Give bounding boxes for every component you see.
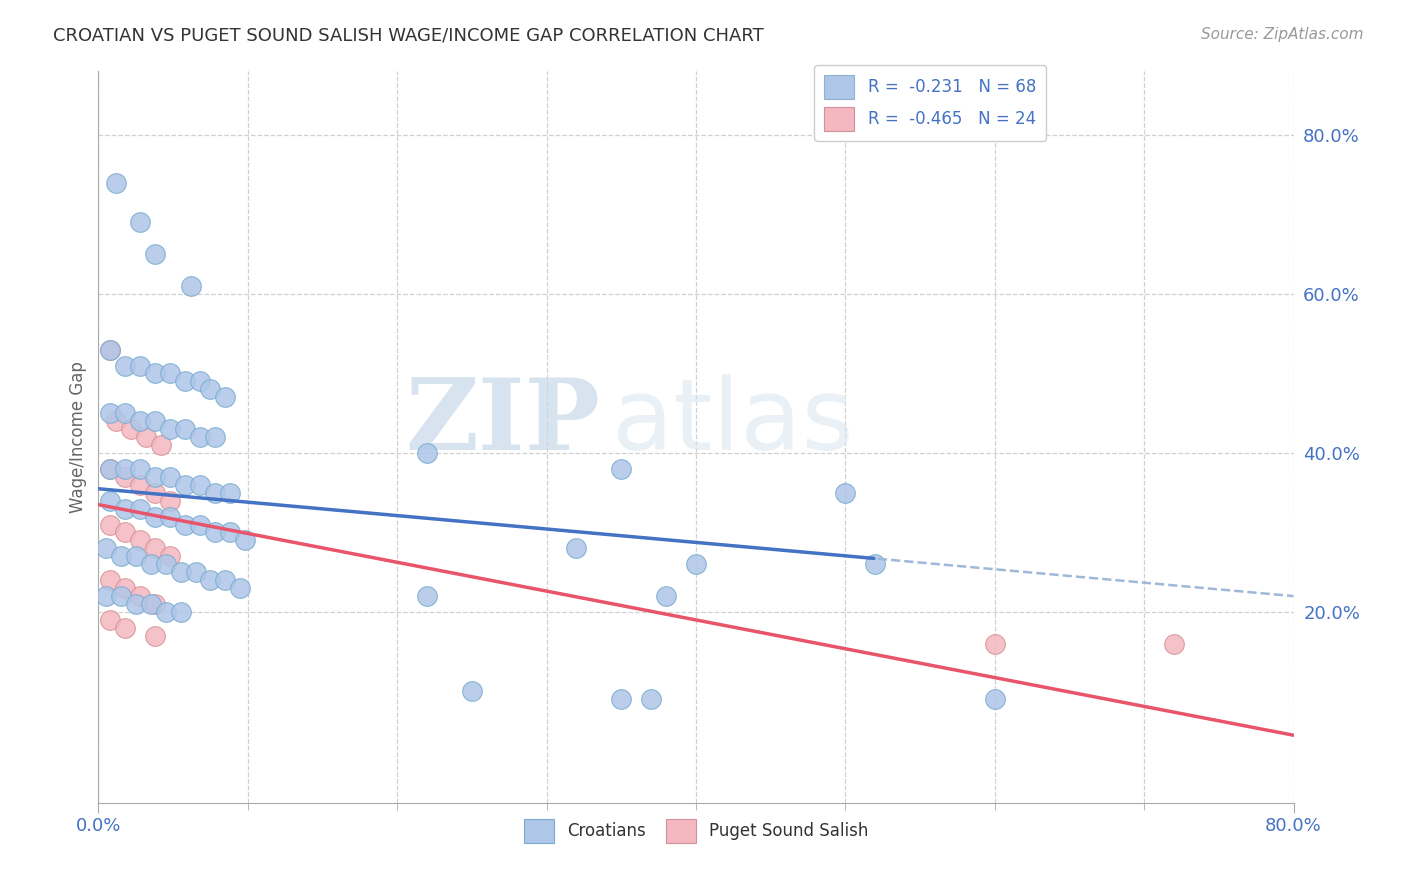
Point	[120, 422, 142, 436]
Point	[114, 406, 136, 420]
Point	[233, 533, 256, 548]
Point	[169, 566, 191, 580]
Y-axis label: Wage/Income Gap: Wage/Income Gap	[69, 361, 87, 513]
Point	[865, 558, 887, 572]
Point	[174, 477, 197, 491]
Point	[159, 367, 181, 381]
Point	[129, 589, 152, 603]
Point	[834, 485, 856, 500]
Point	[98, 462, 122, 476]
Point	[129, 215, 152, 229]
Point	[169, 605, 191, 619]
Point	[565, 541, 588, 556]
Point	[143, 414, 166, 428]
Point	[204, 430, 226, 444]
Point	[143, 247, 166, 261]
Point	[610, 692, 633, 706]
Point	[200, 383, 222, 397]
Point	[219, 525, 242, 540]
Point	[174, 422, 197, 436]
Point	[610, 462, 633, 476]
Point	[98, 493, 122, 508]
Point	[416, 589, 439, 603]
Point	[110, 589, 132, 603]
Point	[98, 343, 122, 357]
Point	[1163, 637, 1185, 651]
Point	[204, 485, 226, 500]
Point	[105, 176, 128, 190]
Point	[114, 470, 136, 484]
Point	[129, 477, 152, 491]
Point	[155, 605, 177, 619]
Point	[129, 359, 152, 373]
Point	[159, 509, 181, 524]
Point	[200, 573, 222, 587]
Point	[219, 485, 242, 500]
Point	[188, 477, 211, 491]
Point	[984, 692, 1007, 706]
Text: CROATIAN VS PUGET SOUND SALISH WAGE/INCOME GAP CORRELATION CHART: CROATIAN VS PUGET SOUND SALISH WAGE/INCO…	[53, 27, 765, 45]
Point	[98, 406, 122, 420]
Point	[159, 422, 181, 436]
Point	[143, 629, 166, 643]
Point	[98, 517, 122, 532]
Point	[114, 581, 136, 595]
Point	[159, 549, 181, 564]
Text: Source: ZipAtlas.com: Source: ZipAtlas.com	[1201, 27, 1364, 42]
Point	[114, 621, 136, 635]
Point	[155, 558, 177, 572]
Point	[125, 549, 148, 564]
Point	[204, 525, 226, 540]
Point	[98, 573, 122, 587]
Point	[129, 501, 152, 516]
Point	[94, 541, 117, 556]
Point	[114, 525, 136, 540]
Point	[143, 597, 166, 611]
Point	[640, 692, 662, 706]
Point	[143, 470, 166, 484]
Point	[139, 558, 162, 572]
Point	[143, 367, 166, 381]
Point	[143, 509, 166, 524]
Point	[110, 549, 132, 564]
Point	[184, 566, 207, 580]
Point	[129, 462, 152, 476]
Point	[188, 430, 211, 444]
Point	[143, 485, 166, 500]
Point	[174, 517, 197, 532]
Point	[114, 359, 136, 373]
Point	[135, 430, 157, 444]
Point	[159, 493, 181, 508]
Point	[98, 613, 122, 627]
Point	[139, 597, 162, 611]
Point	[685, 558, 707, 572]
Point	[105, 414, 128, 428]
Point	[655, 589, 678, 603]
Point	[98, 462, 122, 476]
Point	[984, 637, 1007, 651]
Point	[129, 533, 152, 548]
Point	[114, 501, 136, 516]
Legend: Croatians, Puget Sound Salish: Croatians, Puget Sound Salish	[517, 813, 875, 849]
Point	[114, 462, 136, 476]
Point	[461, 684, 484, 698]
Point	[214, 573, 236, 587]
Text: atlas: atlas	[613, 374, 853, 471]
Point	[159, 470, 181, 484]
Point	[143, 541, 166, 556]
Point	[125, 597, 148, 611]
Point	[188, 517, 211, 532]
Point	[188, 375, 211, 389]
Point	[214, 390, 236, 404]
Point	[150, 438, 173, 452]
Text: ZIP: ZIP	[405, 374, 600, 471]
Point	[129, 414, 152, 428]
Point	[174, 375, 197, 389]
Point	[180, 279, 202, 293]
Point	[416, 446, 439, 460]
Point	[98, 343, 122, 357]
Point	[94, 589, 117, 603]
Point	[229, 581, 252, 595]
